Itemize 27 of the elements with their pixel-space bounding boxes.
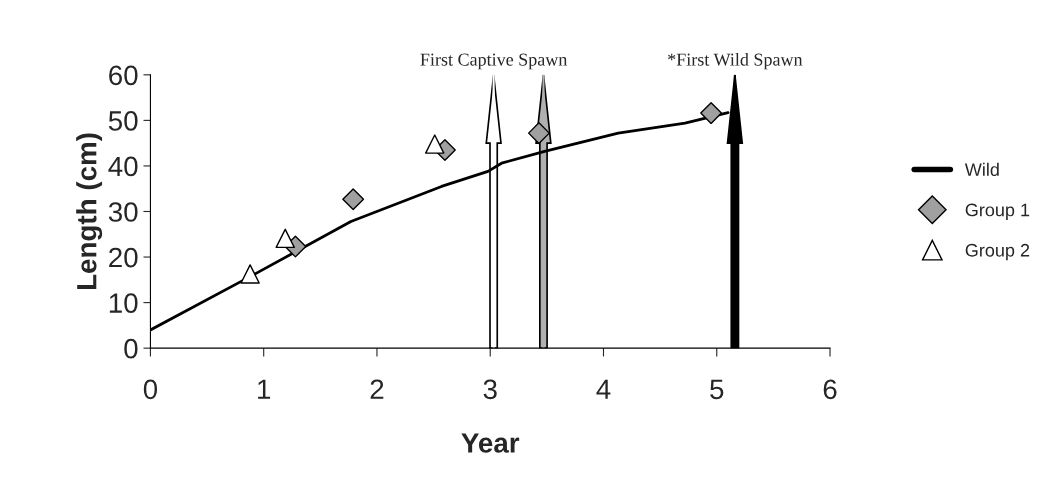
x-tick-label: 2 — [370, 379, 384, 399]
point — [527, 122, 550, 145]
y-tick-label: 40 — [108, 156, 138, 177]
y-tick-label: 30 — [108, 202, 138, 222]
ref-line-label: First Captive Spawn — [420, 53, 568, 70]
point — [275, 228, 295, 249]
point — [342, 188, 365, 211]
point — [700, 102, 723, 125]
legend-label: Wild — [964, 162, 999, 177]
y-tick-label: 20 — [109, 247, 138, 268]
x-tick-label: 6 — [823, 379, 837, 400]
ref-line-label: *First Wild Spawn — [668, 52, 803, 70]
x-tick-label: 4 — [596, 379, 611, 399]
y-tick-label: 10 — [109, 293, 138, 313]
x-axis-title: Year — [461, 433, 520, 453]
point — [240, 264, 260, 284]
y-axis-title: Length (cm) — [76, 133, 103, 290]
y-tick-label: 0 — [124, 338, 138, 359]
point — [424, 134, 445, 154]
x-tick-label: 0 — [143, 379, 158, 400]
legend-label: Group 2 — [965, 243, 1030, 261]
x-tick-label: 1 — [258, 379, 271, 399]
legend-label: Group 1 — [965, 203, 1030, 220]
y-tick-label: 60 — [109, 65, 138, 86]
x-tick-label: 3 — [483, 379, 497, 400]
y-tick-label: 50 — [108, 111, 138, 131]
x-tick-label: 5 — [710, 379, 724, 400]
